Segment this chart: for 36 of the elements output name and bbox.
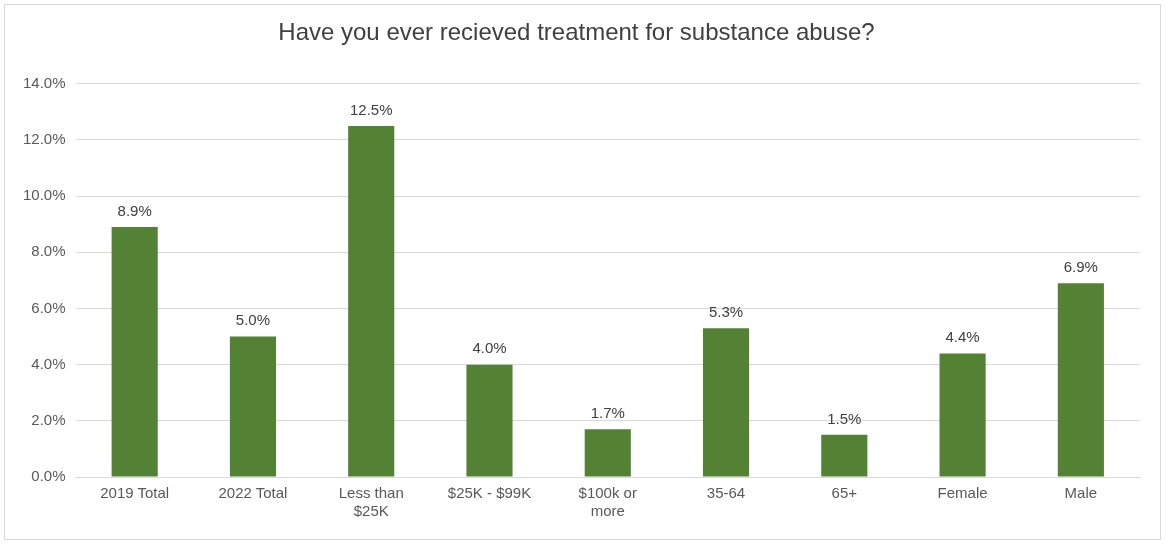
- data-label: 5.0%: [235, 311, 271, 329]
- y-tick-label: 12.0%: [22, 130, 66, 148]
- x-tick-label: 2022 Total: [218, 484, 288, 502]
- bar: [466, 364, 513, 477]
- x-tick-label: Less than $25K: [338, 484, 404, 520]
- bar: [821, 434, 868, 477]
- x-tick-label: 35-64: [706, 484, 746, 502]
- bar: [111, 227, 158, 477]
- data-label: 4.4%: [945, 328, 980, 346]
- bar: [584, 429, 631, 477]
- data-label: 8.9%: [117, 201, 152, 219]
- x-tick-label: 65+: [831, 484, 858, 502]
- data-label: 12.5%: [349, 100, 393, 118]
- bar: [939, 353, 986, 477]
- data-label: 1.5%: [827, 409, 862, 427]
- y-tick-label: 6.0%: [31, 298, 66, 316]
- y-tick-label: 2.0%: [31, 410, 66, 428]
- data-label: 5.3%: [708, 302, 744, 320]
- bar: [229, 336, 277, 477]
- x-tick-label: 2019 Total: [100, 484, 170, 502]
- x-tick-label: $100k or more: [578, 484, 637, 520]
- x-tick-label: $25K - $99K: [447, 484, 532, 502]
- y-tick-label: 10.0%: [22, 186, 66, 204]
- x-tick-label: Male: [1064, 484, 1098, 502]
- bar: [702, 328, 750, 477]
- bar: [1057, 283, 1104, 477]
- chart-title: Have you ever recieved treatment for substance abuse?: [278, 18, 875, 46]
- y-tick-label: 8.0%: [31, 242, 66, 260]
- data-label: 4.0%: [472, 339, 507, 357]
- y-tick-label: 0.0%: [31, 467, 66, 485]
- data-label: 6.9%: [1063, 257, 1098, 275]
- y-tick-label: 4.0%: [31, 354, 66, 372]
- data-label: 1.7%: [590, 403, 625, 421]
- x-tick-label: Female: [937, 484, 988, 502]
- bar: [348, 125, 395, 477]
- y-tick-label: 14.0%: [22, 73, 66, 91]
